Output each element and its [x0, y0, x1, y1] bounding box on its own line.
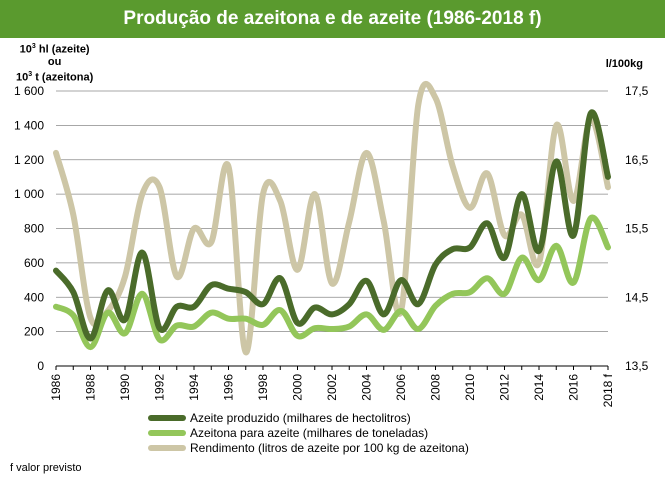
chart-title-bar: Produção de azeitona e de azeite (1986-2… — [0, 0, 665, 38]
y-right-tick-label: 13,5 — [625, 359, 649, 373]
legend-label-azeite: Azeite produzido (milhares de hectolitro… — [190, 410, 411, 425]
x-tick-label: 1992 — [153, 374, 167, 401]
y-right-tick-label: 17,5 — [625, 84, 649, 98]
x-tick-label: 2016 — [567, 374, 581, 401]
series-line-azeitona — [53, 214, 611, 351]
y-left-tick-label: 1 200 — [14, 153, 44, 167]
y-left-tick-label: 600 — [24, 256, 44, 270]
legend-item-azeite: Azeite produzido (milhares de hectolitro… — [148, 410, 469, 425]
left-axis-unit-line3: 103 t (azeitona) — [16, 69, 93, 84]
y-left-tick-label: 800 — [24, 222, 44, 236]
x-tick-label: 2008 — [429, 374, 443, 401]
left-unit-exp-3: 3 — [28, 70, 33, 78]
y-left-tick-label: 1 000 — [14, 187, 44, 201]
y-left-tick-label: 0 — [37, 359, 44, 373]
y-left-tick-label: 1 600 — [14, 84, 44, 98]
x-tick-label: 2002 — [325, 374, 339, 401]
y-right-tick-label: 14,5 — [625, 290, 649, 304]
x-tick-label: 2012 — [498, 374, 512, 401]
x-tick-label: 2004 — [360, 374, 374, 401]
x-tick-label: 1988 — [84, 374, 98, 401]
left-unit-exp-1: 3 — [31, 43, 36, 50]
x-tick-label: 2010 — [463, 374, 477, 401]
y-left-tick-label: 200 — [24, 325, 44, 339]
x-tick-label: 2000 — [291, 374, 305, 401]
legend-label-azeitona: Azeitona para azeite (milhares de tonela… — [190, 425, 429, 440]
y-left-tick-label: 1 400 — [14, 118, 44, 132]
left-axis-unit: 103 hl (azeite) ou 103 t (azeitona) — [16, 41, 93, 84]
x-tick-label: 1994 — [187, 374, 201, 401]
series-line-azeite — [53, 109, 611, 342]
legend-item-rendimento: Rendimento (litros de azeite por 100 kg … — [148, 440, 469, 455]
left-unit-base-3: 10 — [16, 71, 29, 84]
x-tick-label: 2006 — [394, 374, 408, 401]
left-axis-unit-line1: 103 hl (azeite) — [16, 41, 93, 56]
left-unit-text-1: hl (azeite) — [35, 43, 90, 56]
series-line-rendimento — [53, 80, 611, 356]
y-right-tick-label: 16,5 — [625, 153, 649, 167]
right-axis-unit: l/100kg — [605, 58, 643, 70]
chart-title: Produção de azeitona e de azeite (1986-2… — [123, 8, 542, 29]
x-tick-label: 2014 — [532, 374, 546, 401]
legend-swatch-azeitona — [148, 429, 186, 436]
left-unit-base-1: 10 — [19, 43, 32, 56]
x-tick-label: 2018 f — [601, 373, 615, 407]
x-tick-label: 1998 — [256, 374, 270, 401]
x-tick-label: 1990 — [118, 374, 132, 401]
x-tick-label: 1986 — [49, 374, 63, 401]
x-tick-label: 1996 — [222, 374, 236, 401]
legend-item-azeitona: Azeitona para azeite (milhares de tonela… — [148, 425, 469, 440]
y-right-tick-label: 15,5 — [625, 222, 649, 236]
footnote: f valor previsto — [10, 462, 82, 474]
chart-legend: Azeite produzido (milhares de hectolitro… — [148, 410, 469, 455]
left-axis-unit-line2: ou — [47, 56, 62, 69]
legend-label-rendimento: Rendimento (litros de azeite por 100 kg … — [190, 440, 469, 455]
left-unit-text-3: t (azeitona) — [32, 71, 94, 84]
y-left-tick-label: 400 — [24, 290, 44, 304]
legend-swatch-azeite — [148, 414, 186, 421]
legend-swatch-rendimento — [148, 444, 186, 451]
